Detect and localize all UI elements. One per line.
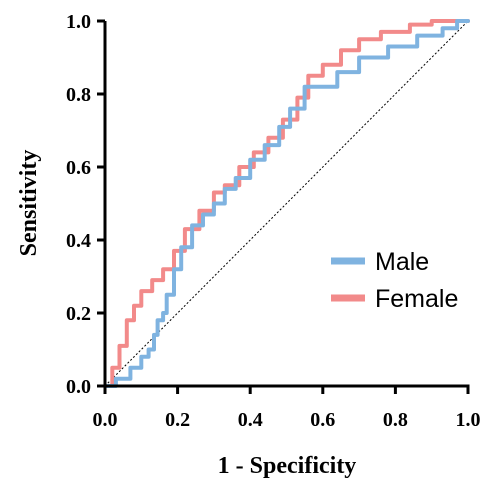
y-tick-label: 1.0 [66, 11, 91, 33]
y-axis-title: Sensitivity [16, 150, 42, 257]
y-tick-label: 0.6 [66, 157, 91, 179]
x-tick-label: 0.6 [310, 409, 335, 431]
x-tick-label: 1.0 [456, 409, 481, 431]
y-tick-label: 0.0 [66, 376, 91, 398]
legend-label-male: Male [375, 248, 429, 276]
legend: Male Female [331, 248, 458, 313]
x-axis-title: 1 - Specificity [218, 453, 357, 479]
x-tick-label: 0.8 [383, 409, 408, 431]
y-tick-label: 0.2 [66, 303, 91, 325]
x-ticks: 0.0 0.2 0.4 0.6 0.8 1.0 [93, 386, 481, 431]
series-line-female [103, 19, 470, 388]
y-ticks: 0.0 0.2 0.4 0.6 0.8 1.0 [66, 11, 105, 398]
y-tick-label: 0.4 [66, 230, 91, 252]
y-tick-label: 0.8 [66, 84, 91, 106]
x-tick-label: 0.0 [93, 409, 118, 431]
series-line-male [103, 19, 470, 388]
legend-label-female: Female [375, 285, 458, 313]
reference-diagonal [104, 20, 469, 387]
x-tick-label: 0.4 [238, 409, 263, 431]
x-tick-label: 0.2 [165, 409, 190, 431]
series-layer [103, 19, 470, 388]
